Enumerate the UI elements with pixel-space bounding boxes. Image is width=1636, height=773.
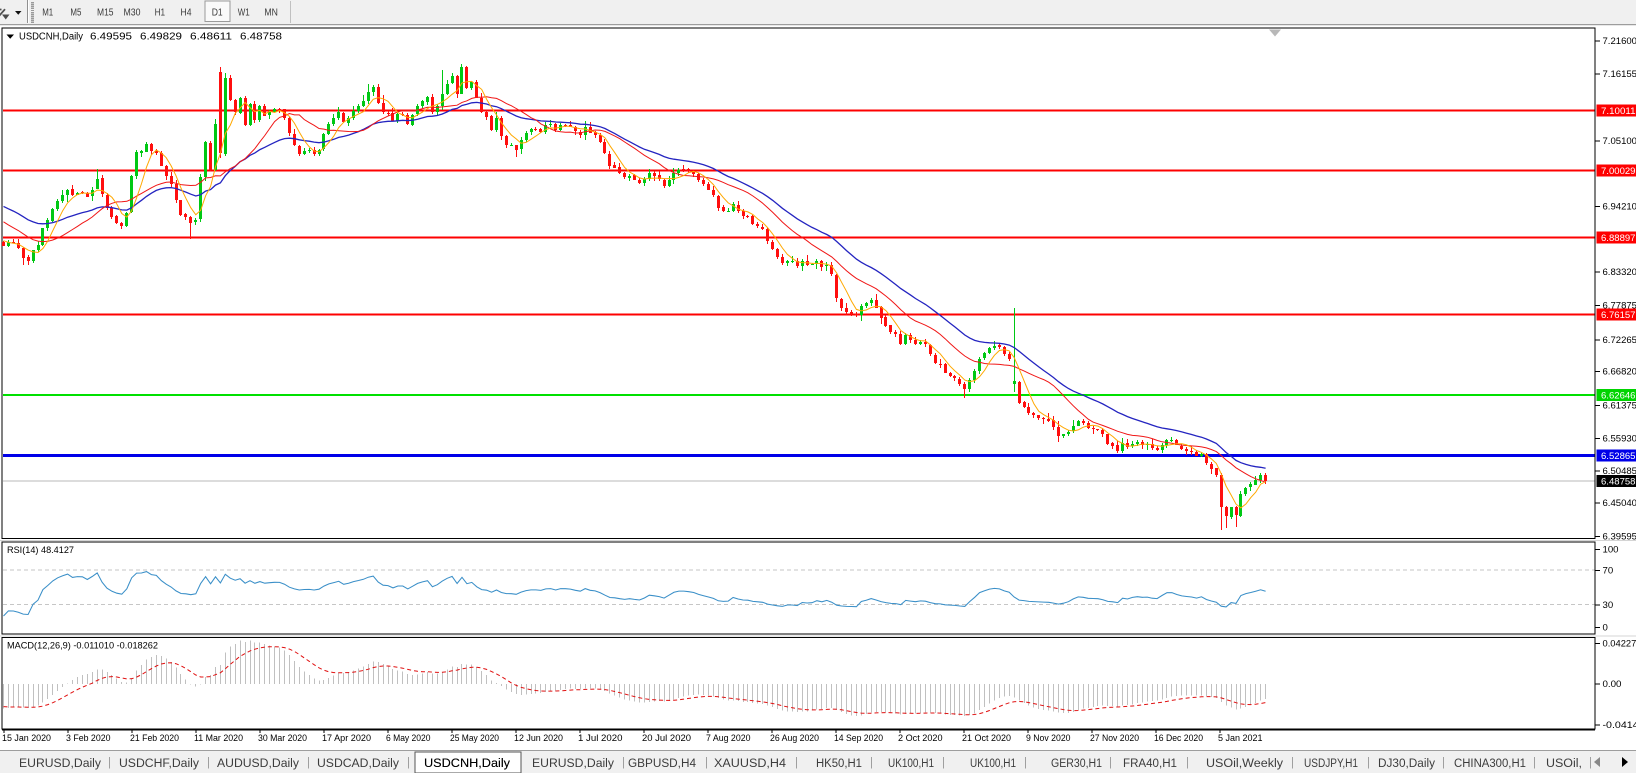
svg-text:1 Jul 2020: 1 Jul 2020	[578, 733, 623, 744]
svg-text:6.50485: 6.50485	[1603, 466, 1636, 477]
svg-text:0.00: 0.00	[1603, 679, 1622, 690]
svg-text:|: |	[622, 757, 625, 769]
svg-text:|: |	[795, 757, 798, 769]
svg-text:27 Nov 2020: 27 Nov 2020	[1090, 733, 1139, 744]
svg-text:3 Feb 2020: 3 Feb 2020	[66, 733, 111, 744]
svg-text:6.77875: 6.77875	[1603, 301, 1636, 312]
svg-text:6.49829: 6.49829	[140, 31, 182, 43]
svg-text:DJ30,Daily: DJ30,Daily	[1378, 756, 1436, 770]
svg-text:21 Oct 2020: 21 Oct 2020	[962, 733, 1011, 744]
svg-text:7 Aug 2020: 7 Aug 2020	[706, 733, 751, 744]
svg-text:30: 30	[1603, 600, 1614, 611]
svg-text:GBPUSD,H4: GBPUSD,H4	[628, 756, 696, 770]
svg-text:|: |	[1589, 757, 1592, 769]
svg-text:USDJPY,H1: USDJPY,H1	[1304, 756, 1358, 770]
svg-text:|: |	[1186, 757, 1189, 769]
svg-text:USOil,: USOil,	[1546, 756, 1582, 770]
svg-text:M30: M30	[124, 8, 141, 19]
svg-text:AUDUSD,Daily: AUDUSD,Daily	[217, 756, 300, 770]
svg-text:M5: M5	[70, 8, 81, 19]
svg-text:6.94210: 6.94210	[1603, 202, 1636, 213]
svg-text:|: |	[1533, 757, 1536, 769]
svg-text:CHINA300,H1: CHINA300,H1	[1454, 756, 1526, 770]
svg-text:70: 70	[1603, 566, 1614, 577]
svg-text:-0.04148: -0.04148	[1603, 720, 1636, 731]
svg-text:|: |	[870, 757, 873, 769]
svg-text:M15: M15	[97, 8, 114, 19]
svg-text:21 Feb 2020: 21 Feb 2020	[130, 733, 179, 744]
svg-text:30 Mar 2020: 30 Mar 2020	[258, 733, 307, 744]
svg-text:17 Apr 2020: 17 Apr 2020	[322, 733, 371, 744]
svg-text:6.52865: 6.52865	[1601, 451, 1636, 462]
svg-text:D1: D1	[212, 8, 223, 19]
svg-text:|: |	[1109, 757, 1112, 769]
svg-text:MN: MN	[264, 8, 278, 19]
svg-text:GER30,H1: GER30,H1	[1051, 756, 1102, 770]
svg-text:USDCNH,Daily: USDCNH,Daily	[424, 756, 511, 770]
svg-text:6.48758: 6.48758	[240, 31, 282, 43]
svg-text:HK50,H1: HK50,H1	[816, 756, 862, 770]
svg-text:UK100,H1: UK100,H1	[888, 756, 934, 770]
svg-text:USDCNH,Daily: USDCNH,Daily	[424, 756, 511, 770]
svg-text:6.49595: 6.49595	[90, 31, 132, 43]
svg-text:M1: M1	[42, 8, 53, 19]
svg-text:|: |	[407, 757, 410, 769]
svg-text:6.66820: 6.66820	[1603, 367, 1636, 378]
svg-text:7.05100: 7.05100	[1603, 136, 1636, 147]
svg-text:EURUSD,Daily: EURUSD,Daily	[532, 756, 615, 770]
svg-text:|: |	[1024, 757, 1027, 769]
svg-text:11 Mar 2020: 11 Mar 2020	[194, 733, 243, 744]
svg-text:6.48758: 6.48758	[1601, 476, 1636, 487]
svg-text:6.83320: 6.83320	[1603, 267, 1636, 278]
svg-text:|: |	[207, 757, 210, 769]
svg-text:6.39595: 6.39595	[1603, 531, 1636, 542]
svg-text:7.00029: 7.00029	[1601, 166, 1636, 177]
svg-text:|: |	[1291, 757, 1294, 769]
svg-text:|: |	[705, 757, 708, 769]
svg-text:6.61375: 6.61375	[1603, 401, 1636, 412]
svg-text:25 May 2020: 25 May 2020	[450, 733, 499, 744]
svg-text:14 Sep 2020: 14 Sep 2020	[834, 733, 883, 744]
svg-text:0: 0	[1603, 623, 1608, 634]
svg-text:6.88897: 6.88897	[1601, 233, 1636, 244]
svg-text:H4: H4	[181, 8, 192, 19]
svg-text:100: 100	[1603, 545, 1619, 556]
svg-text:7.10011: 7.10011	[1601, 106, 1636, 117]
svg-text:20 Jul 2020: 20 Jul 2020	[642, 733, 691, 744]
svg-text:2 Oct 2020: 2 Oct 2020	[898, 733, 943, 744]
svg-text:USDCHF,Daily: USDCHF,Daily	[119, 756, 200, 770]
svg-text:9 Nov 2020: 9 Nov 2020	[1026, 733, 1071, 744]
svg-text:FRA40,H1: FRA40,H1	[1123, 756, 1177, 770]
svg-text:6 May 2020: 6 May 2020	[386, 733, 431, 744]
svg-text:USDCNH,Daily: USDCNH,Daily	[19, 32, 83, 43]
svg-text:6.62646: 6.62646	[1601, 391, 1636, 402]
svg-text:USOil,Weekly: USOil,Weekly	[1206, 756, 1284, 770]
svg-text:26 Aug 2020: 26 Aug 2020	[770, 733, 819, 744]
svg-text:MACD(12,26,9) -0.011010 -0.018: MACD(12,26,9) -0.011010 -0.018262	[7, 641, 158, 652]
svg-text:6.45040: 6.45040	[1603, 498, 1636, 509]
svg-text:7.16155: 7.16155	[1603, 69, 1636, 80]
svg-text:H1: H1	[155, 8, 166, 19]
svg-text:EURUSD,Daily: EURUSD,Daily	[19, 756, 102, 770]
svg-text:6.72265: 6.72265	[1603, 335, 1636, 346]
svg-text:XAUUSD,H4: XAUUSD,H4	[714, 756, 786, 770]
svg-text:6.76157: 6.76157	[1601, 310, 1636, 321]
svg-text:16 Dec 2020: 16 Dec 2020	[1154, 733, 1203, 744]
svg-text:RSI(14) 48.4127: RSI(14) 48.4127	[7, 545, 74, 556]
svg-text:5 Jan 2021: 5 Jan 2021	[1218, 733, 1263, 744]
svg-text:USDCAD,Daily: USDCAD,Daily	[317, 756, 400, 770]
svg-text:|: |	[1442, 757, 1445, 769]
svg-text:12 Jun 2020: 12 Jun 2020	[514, 733, 563, 744]
svg-text:6.55930: 6.55930	[1603, 434, 1636, 445]
svg-text:0.042275: 0.042275	[1603, 638, 1636, 649]
svg-text:7.21600: 7.21600	[1603, 36, 1636, 47]
svg-text:|: |	[1367, 757, 1370, 769]
svg-text:6.48611: 6.48611	[190, 31, 232, 43]
svg-text:|: |	[108, 757, 111, 769]
svg-text:|: |	[307, 757, 310, 769]
svg-text:W1: W1	[238, 8, 250, 19]
svg-text:15 Jan 2020: 15 Jan 2020	[2, 733, 51, 744]
svg-text:|: |	[942, 757, 945, 769]
svg-text:UK100,H1: UK100,H1	[970, 756, 1016, 770]
